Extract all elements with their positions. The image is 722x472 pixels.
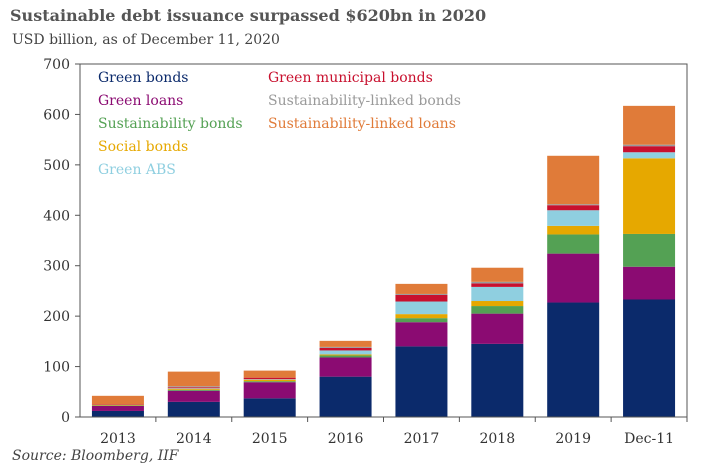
bar-segment-social-bonds-2017	[395, 314, 448, 319]
bar-segment-sustainability-linked-bonds-2016	[319, 346, 372, 348]
bar-segment-green-municipal-bonds-2014	[167, 387, 220, 389]
y-tick-label: 200	[43, 309, 70, 325]
bars-layer	[91, 105, 676, 417]
bar-segment-green-loans-2017	[395, 322, 448, 347]
bar-segment-green-municipal-bonds-2015	[243, 377, 296, 380]
bar-segment-social-bonds-2015	[243, 379, 296, 382]
bar-segment-sustainability-linked-loans-2019	[547, 155, 600, 205]
legend-item-sustainability-linked-bonds: Sustainability-linked bonds	[268, 93, 461, 109]
y-tick-label: 300	[43, 259, 70, 275]
bar-segment-green-abs-2018	[471, 286, 524, 302]
legend-item-green-loans: Green loans	[98, 93, 183, 109]
x-tick-label: 2019	[555, 431, 591, 447]
bar-segment-green-municipal-bonds-2013	[91, 404, 144, 405]
legend-item-green-municipal-bonds: Green municipal bonds	[268, 70, 433, 86]
y-tick-label: 100	[43, 360, 70, 376]
bar-segment-social-bonds-2014	[167, 388, 220, 390]
bar-segment-sustainability-linked-loans-2013	[91, 395, 144, 405]
bar-segment-sustainability-linked-loans-dec-11	[623, 105, 676, 145]
legend-item-social-bonds: Social bonds	[98, 139, 188, 155]
y-tick-label: 400	[43, 208, 70, 224]
bar-segment-green-bonds-2019	[547, 302, 600, 417]
legend-item-sustainability-bonds: Sustainability bonds	[98, 116, 243, 132]
x-tick-label: 2015	[252, 431, 288, 447]
bar-segment-sustainability-bonds-2019	[547, 234, 600, 254]
bar-segment-green-loans-dec-11	[623, 266, 676, 300]
bar-segment-sustainability-linked-loans-2015	[243, 370, 296, 378]
chart-subtitle: USD billion, as of December 11, 2020	[12, 32, 280, 48]
source-note: Source: Bloomberg, IIF	[12, 448, 179, 464]
bar-segment-sustainability-linked-loans-2018	[471, 267, 524, 282]
bar-segment-green-abs-dec-11	[623, 152, 676, 159]
x-tick-label: 2016	[328, 431, 364, 447]
bar-segment-green-loans-2018	[471, 313, 524, 344]
bar-segment-sustainability-linked-loans-2016	[319, 340, 372, 347]
x-tick-label: Dec-11	[624, 431, 674, 447]
bar-segment-sustainability-linked-loans-2017	[395, 283, 448, 294]
bar-segment-green-bonds-2017	[395, 346, 448, 417]
bar-segment-green-bonds-2014	[167, 401, 220, 417]
bar-segment-green-municipal-bonds-2019	[547, 205, 600, 211]
bar-segment-sustainability-bonds-dec-11	[623, 233, 676, 267]
bar-segment-green-bonds-dec-11	[623, 299, 676, 417]
bar-segment-green-abs-2015	[243, 379, 296, 380]
bar-segment-green-municipal-bonds-dec-11	[623, 146, 676, 153]
bar-segment-social-bonds-2013	[91, 404, 144, 406]
bar-segment-sustainability-linked-bonds-2014	[167, 386, 220, 388]
y-axis: 0 100 200 300 400 500 600 700	[43, 57, 80, 426]
bar-segment-green-bonds-2016	[319, 376, 372, 417]
x-axis: 2013 2014 2015 2016 2017 2018 2019 Dec-11	[100, 417, 688, 447]
bar-segment-sustainability-bonds-2013	[91, 405, 144, 406]
bar-segment-green-bonds-2013	[91, 410, 144, 417]
y-tick-label: 0	[61, 410, 70, 426]
x-tick-label: 2013	[100, 431, 136, 447]
y-tick-label: 600	[43, 107, 70, 123]
bar-segment-sustainability-linked-bonds-2017	[395, 293, 448, 295]
bar-segment-green-abs-2016	[319, 350, 372, 355]
bar-segment-green-abs-2019	[547, 210, 600, 226]
bar-segment-social-bonds-2019	[547, 225, 600, 235]
bar-segment-green-abs-2017	[395, 301, 448, 315]
bar-segment-green-municipal-bonds-2016	[319, 347, 372, 351]
bar-segment-green-loans-2015	[243, 382, 296, 399]
bar-segment-green-municipal-bonds-2018	[471, 283, 524, 287]
bar-segment-sustainability-bonds-2014	[167, 389, 220, 391]
y-tick-label: 700	[43, 57, 70, 73]
bar-segment-sustainability-linked-bonds-dec-11	[623, 144, 676, 147]
chart-title: Sustainable debt issuance surpassed $620…	[10, 6, 487, 25]
bar-segment-green-abs-2014	[167, 388, 220, 389]
bar-segment-sustainability-bonds-2016	[319, 355, 372, 358]
bar-segment-sustainability-bonds-2017	[395, 318, 448, 323]
legend-item-sustainability-linked-loans: Sustainability-linked loans	[268, 116, 456, 132]
bar-segment-social-bonds-2016	[319, 354, 372, 356]
bar-segment-green-bonds-2018	[471, 343, 524, 417]
x-tick-label: 2014	[176, 431, 212, 447]
bar-segment-social-bonds-2018	[471, 301, 524, 307]
bar-segment-sustainability-bonds-2018	[471, 306, 524, 314]
bar-segment-sustainability-bonds-2015	[243, 381, 296, 383]
bar-segment-green-loans-2016	[319, 357, 372, 377]
bar-segment-green-municipal-bonds-2017	[395, 294, 448, 302]
bar-segment-sustainability-linked-bonds-2019	[547, 204, 600, 206]
bar-segment-sustainability-linked-bonds-2018	[471, 281, 524, 284]
bar-segment-green-loans-2019	[547, 253, 600, 303]
legend: Green bonds Green loans Sustainability bon…	[98, 70, 461, 178]
legend-item-green-bonds: Green bonds	[98, 70, 188, 86]
bar-segment-green-bonds-2015	[243, 398, 296, 417]
x-tick-label: 2017	[404, 431, 440, 447]
bar-segment-sustainability-linked-loans-2014	[167, 371, 220, 387]
y-tick-label: 500	[43, 158, 70, 174]
bar-segment-social-bonds-dec-11	[623, 158, 676, 234]
bar-segment-green-loans-2014	[167, 390, 220, 402]
legend-item-green-abs: Green ABS	[98, 162, 176, 178]
x-tick-label: 2018	[479, 431, 515, 447]
bar-segment-green-loans-2013	[91, 405, 144, 411]
